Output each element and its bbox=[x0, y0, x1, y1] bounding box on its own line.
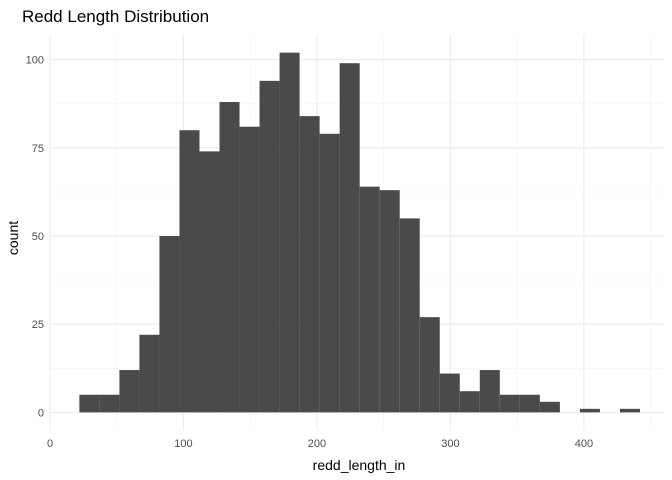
histogram-bar bbox=[419, 317, 440, 413]
histogram-bar bbox=[519, 394, 540, 413]
histogram-bar bbox=[299, 116, 320, 413]
histogram-bar bbox=[359, 186, 380, 413]
histogram-bar bbox=[459, 391, 480, 413]
histogram-bar bbox=[259, 80, 280, 413]
x-tick-labels: 0 100 200 300 400 bbox=[47, 438, 593, 450]
histogram-bar bbox=[79, 394, 100, 413]
histogram-bar bbox=[319, 133, 340, 413]
y-tick-label: 0 bbox=[38, 407, 44, 419]
histogram-bar bbox=[279, 52, 300, 413]
y-tick-label: 50 bbox=[32, 231, 44, 243]
x-tick-label: 300 bbox=[441, 438, 459, 450]
histogram-bar bbox=[159, 236, 180, 413]
histogram-bar bbox=[499, 394, 520, 413]
histogram-bar bbox=[579, 408, 600, 413]
histogram-bar bbox=[619, 408, 640, 413]
y-axis-title: count bbox=[5, 221, 21, 255]
histogram-bar bbox=[379, 190, 400, 413]
histogram-bar bbox=[119, 370, 140, 413]
x-axis-title: redd_length_in bbox=[313, 457, 406, 473]
bars bbox=[79, 52, 640, 413]
x-tick-label: 200 bbox=[308, 438, 326, 450]
histogram-bar bbox=[439, 373, 460, 413]
histogram-bar bbox=[399, 218, 420, 413]
histogram-bar bbox=[139, 334, 160, 413]
histogram-bar bbox=[479, 370, 500, 413]
histogram-bar bbox=[199, 151, 220, 413]
histogram-bar bbox=[339, 63, 360, 413]
x-tick-label: 0 bbox=[47, 438, 53, 450]
histogram-bar bbox=[219, 102, 240, 413]
chart-title: Redd Length Distribution bbox=[22, 7, 209, 26]
y-tick-label: 25 bbox=[32, 319, 44, 331]
x-tick-label: 100 bbox=[174, 438, 192, 450]
histogram-bar bbox=[179, 130, 200, 413]
y-tick-label: 100 bbox=[26, 55, 44, 67]
x-tick-label: 400 bbox=[575, 438, 593, 450]
y-tick-labels: 0 25 50 75 100 bbox=[26, 55, 44, 420]
y-tick-label: 75 bbox=[32, 143, 44, 155]
histogram-bar bbox=[239, 126, 260, 413]
histogram-bar bbox=[99, 394, 120, 413]
histogram-bar bbox=[539, 401, 560, 413]
